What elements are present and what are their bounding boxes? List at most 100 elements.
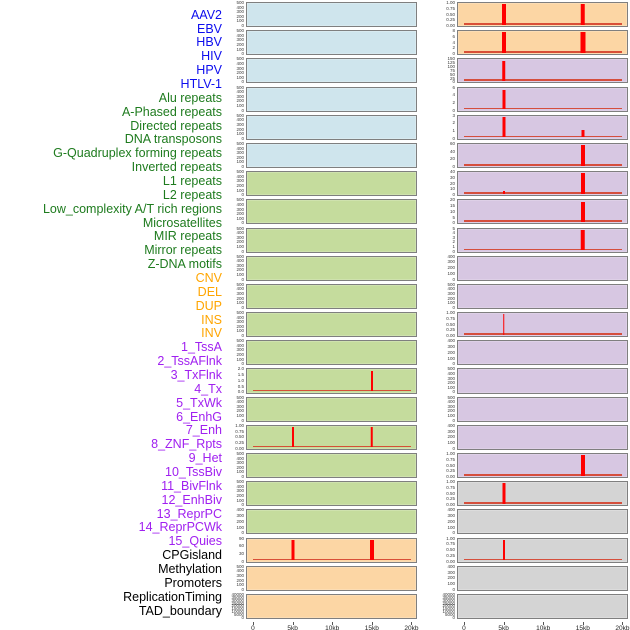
track-panel-row: 40 30 20 10 0 <box>450 169 628 196</box>
y-tick-label: 1.00 <box>446 450 455 456</box>
y-tick-label: 100 <box>236 412 244 418</box>
track-label: Methylation <box>158 562 222 577</box>
track-label: 2_TssAFlnk <box>157 354 222 369</box>
y-axis-ticks: 400 300 200 100 0 <box>431 338 455 365</box>
y-tick-label: 300 <box>447 512 455 518</box>
y-tick-label: 4 <box>452 229 455 235</box>
density-panel <box>246 424 417 450</box>
track-label: 12_EnhBiv <box>161 492 222 507</box>
y-tick-label: 0 <box>241 135 244 141</box>
density-baseline <box>463 135 623 138</box>
track-panel-row: 1.00 0.75 0.50 0.25 0.00 <box>446 0 628 27</box>
y-tick-label: 0.25 <box>446 17 455 22</box>
density-panel <box>246 142 417 169</box>
y-axis-ticks: 500 400 300 200 100 0 <box>220 113 244 141</box>
density-panel <box>457 481 628 507</box>
y-tick-label: 100 <box>236 74 244 80</box>
y-tick-label: 6 <box>452 33 455 39</box>
y-tick-label: 200 <box>236 295 244 301</box>
x-tick-mark <box>463 622 465 625</box>
track-panel-row: 500 400 300 200 100 0 <box>236 28 417 55</box>
y-tick-label: 500 <box>236 563 244 569</box>
y-tick-label: 0 <box>241 304 244 310</box>
density-panel <box>457 368 628 394</box>
track-panel-row: 500 400 300 200 100 0 <box>447 395 628 422</box>
y-tick-label: 0.00 <box>446 558 455 564</box>
y-tick-label: 500 <box>236 394 244 400</box>
track-panel-row: 500 400 300 200 100 0 <box>236 198 417 225</box>
y-tick-label: 2.0 <box>237 366 244 372</box>
track-panel-row: 90 60 30 0 <box>239 536 417 563</box>
peak-spike <box>580 4 586 25</box>
y-tick-label: 400 <box>236 32 244 38</box>
y-axis-ticks: 500 400 300 200 100 0 <box>220 168 244 196</box>
peak-spike <box>580 32 586 53</box>
density-panel <box>457 312 628 338</box>
y-tick-label: 25 <box>449 75 455 81</box>
y-tick-label: 0 <box>452 445 455 451</box>
y-tick-label: 8 <box>452 27 455 33</box>
y-tick-label: 0.25 <box>235 439 244 445</box>
y-tick-label: 0 <box>241 22 244 28</box>
y-tick-label: 0.00 <box>446 501 455 507</box>
x-tick-mark <box>543 622 545 625</box>
y-tick-label: 0 <box>452 417 455 423</box>
y-tick-label: 400 <box>447 507 455 513</box>
density-baseline <box>463 474 623 476</box>
density-panel <box>457 424 628 450</box>
peak-spike <box>580 455 585 476</box>
y-axis-ticks: 90 60 30 0 <box>220 536 244 563</box>
peak-spike <box>501 60 506 81</box>
y-tick-label: 400 <box>236 60 244 66</box>
track-panel-row: 20 15 10 5 0 <box>450 198 628 225</box>
density-baseline <box>463 51 623 53</box>
y-tick-label: 1 <box>452 127 455 133</box>
y-axis-ticks: 150 125 100 75 50 25 0 <box>431 57 455 84</box>
track-label: 4_Tx <box>194 381 222 396</box>
track-label: MIR repeats <box>153 229 222 244</box>
density-panel <box>246 2 417 28</box>
y-tick-label: 5000 <box>444 611 455 617</box>
y-tick-label: 200 <box>447 408 455 414</box>
density-panel <box>246 114 417 140</box>
density-panel <box>457 30 628 56</box>
track-panel-row: 500 400 300 200 100 0 <box>236 479 417 506</box>
y-tick-label: 300 <box>236 178 244 184</box>
track-label: 11_BivFlnk <box>161 478 222 493</box>
y-tick-label: 10000 <box>231 608 244 614</box>
y-axis-ticks: 500 400 300 200 100 0 <box>220 394 244 422</box>
peak-spike <box>370 370 373 392</box>
y-tick-label: 500 <box>236 168 244 174</box>
x-tick-label: 5kb <box>287 624 298 630</box>
peak-spike <box>580 229 586 251</box>
track-label: HPV <box>196 63 222 78</box>
y-tick-label: 200 <box>236 464 244 470</box>
y-tick-label: 1.00 <box>446 535 455 541</box>
x-tick-label: 0 <box>462 624 466 630</box>
density-panel <box>246 453 417 479</box>
y-tick-label: 200 <box>447 518 455 524</box>
y-tick-label: 100 <box>447 580 455 586</box>
y-tick-label: 0.00 <box>446 22 455 28</box>
x-tick-mark <box>252 622 254 625</box>
density-panel <box>246 283 417 309</box>
y-tick-label: 400 <box>236 398 244 404</box>
density-panel <box>246 86 417 112</box>
y-tick-label: 30 <box>238 550 244 556</box>
y-tick-label: 0 <box>452 107 455 113</box>
track-label: CNV <box>195 271 222 285</box>
peak-spike <box>369 539 374 561</box>
peak-spike <box>370 427 374 448</box>
density-panel <box>457 537 628 563</box>
density-baseline <box>252 445 412 448</box>
y-tick-label: 400 <box>236 455 244 461</box>
density-baseline <box>463 220 623 222</box>
density-panel <box>246 593 417 620</box>
y-tick-label: 100 <box>236 356 244 362</box>
track-panel-row: 500 400 300 200 100 0 <box>236 57 417 84</box>
y-tick-label: 500 <box>447 366 455 372</box>
